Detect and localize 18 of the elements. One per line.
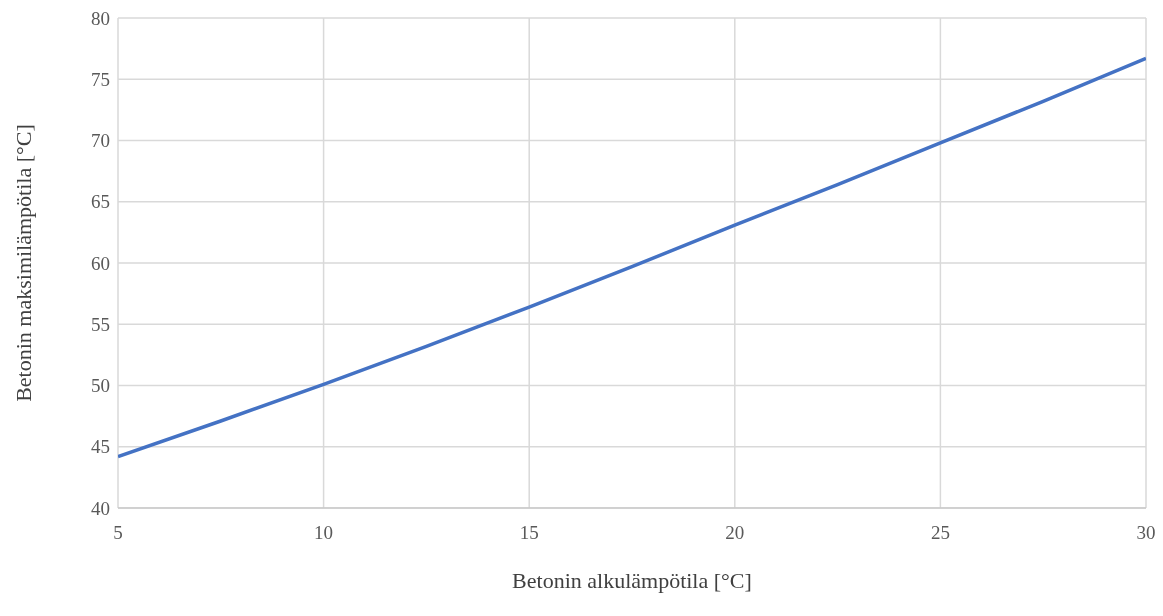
y-tick-label: 40 [91,497,110,519]
x-tick-label: 20 [725,522,745,544]
x-tick-label: 30 [1136,522,1156,544]
y-tick-label: 60 [91,252,110,274]
x-tick-label: 10 [314,522,334,544]
x-tick-label: 5 [113,522,123,544]
y-tick-label: 75 [91,69,110,90]
y-tick-label: 55 [91,313,110,335]
line-series [118,56,1146,459]
y-axis-title: Betonin maksimilämpötila [°C] [10,124,36,402]
y-tick-label: 45 [91,436,110,458]
y-tick-label: 80 [91,7,110,29]
y-tick-label: 70 [91,130,110,152]
y-tick-label: 50 [91,375,110,397]
y-tick-label: 65 [91,191,110,213]
x-tick-label: 15 [519,522,539,544]
x-tick-label: 25 [930,522,950,544]
x-axis-title: Betonin alkulämpötila [°C] [512,568,752,593]
